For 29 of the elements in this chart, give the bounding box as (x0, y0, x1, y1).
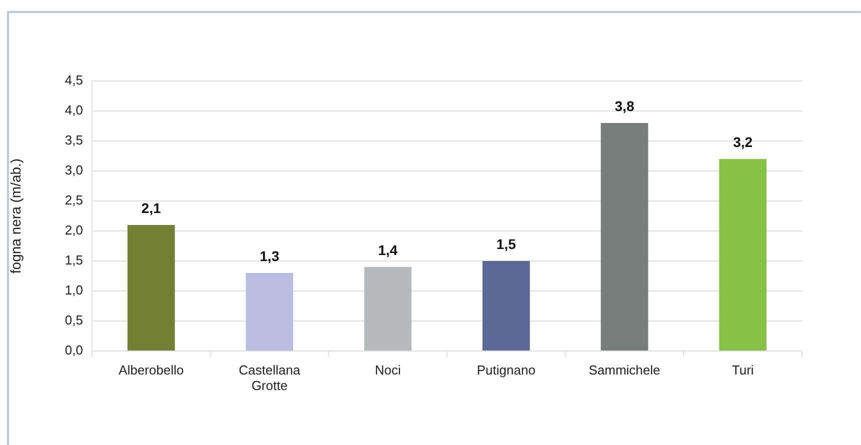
y-tick-label: 1,0 (64, 282, 83, 298)
y-tick-label: 4,5 (64, 72, 83, 88)
y-tick-label: 1,5 (64, 252, 83, 268)
x-tick-label: Alberobello (118, 362, 184, 378)
x-tick-label: Noci (374, 362, 401, 378)
x-tick-label: Sammichele (588, 362, 660, 378)
y-tick-label: 3,5 (64, 132, 83, 148)
data-label: 2,1 (141, 200, 162, 216)
bar (719, 159, 766, 350)
bar (364, 267, 412, 350)
data-label: 3,8 (614, 98, 634, 114)
x-tick-label: Putignano (476, 362, 536, 378)
data-label: 1,5 (496, 236, 516, 252)
bar (482, 261, 530, 350)
y-tick-label: 4,0 (64, 102, 83, 118)
data-label: 1,4 (378, 242, 398, 258)
y-tick-label: 3,0 (64, 162, 83, 178)
bar (600, 123, 648, 350)
y-tick-label: 0,5 (64, 312, 83, 328)
y-axis-title: fogna nera (m/ab.) (7, 158, 24, 274)
data-label: 3,2 (733, 134, 753, 150)
x-tick-label: Turi (732, 362, 754, 378)
x-tick-label: Castellana Grotte (238, 362, 301, 393)
y-tick-label: 2,0 (64, 222, 83, 238)
y-tick-label: 2,5 (64, 192, 83, 208)
y-tick-label: 0,0 (64, 342, 83, 358)
data-label: 1,3 (260, 248, 280, 264)
bar (128, 225, 175, 350)
bar (246, 273, 294, 350)
